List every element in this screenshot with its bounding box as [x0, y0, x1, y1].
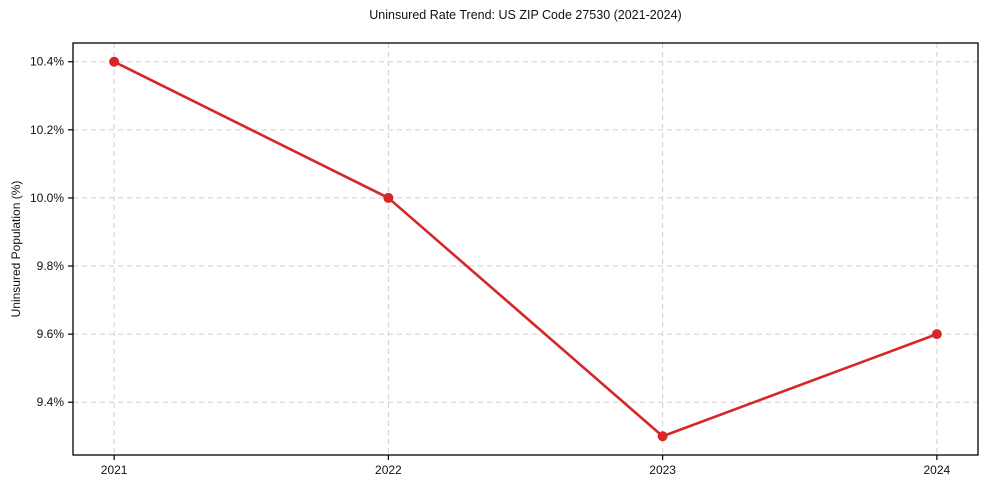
data-point-marker	[109, 56, 120, 67]
x-tick-label: 2023	[649, 463, 676, 477]
chart-title: Uninsured Rate Trend: US ZIP Code 27530 …	[369, 8, 682, 22]
y-tick-label: 10.4%	[30, 55, 64, 69]
data-point-marker	[657, 431, 668, 442]
y-tick-label: 10.0%	[30, 191, 64, 205]
x-tick-label: 2024	[924, 463, 951, 477]
x-tick-label: 2022	[375, 463, 402, 477]
y-tick-label: 9.6%	[37, 327, 65, 341]
trend-line	[112, 60, 939, 438]
data-point-marker	[383, 192, 394, 203]
data-point-marker	[931, 329, 942, 340]
y-tick-label: 9.8%	[37, 259, 65, 273]
plot-border	[72, 42, 979, 456]
y-tick-label: 10.2%	[30, 123, 64, 137]
y-tick-label: 9.4%	[37, 395, 65, 409]
x-tick-label: 2021	[101, 463, 128, 477]
